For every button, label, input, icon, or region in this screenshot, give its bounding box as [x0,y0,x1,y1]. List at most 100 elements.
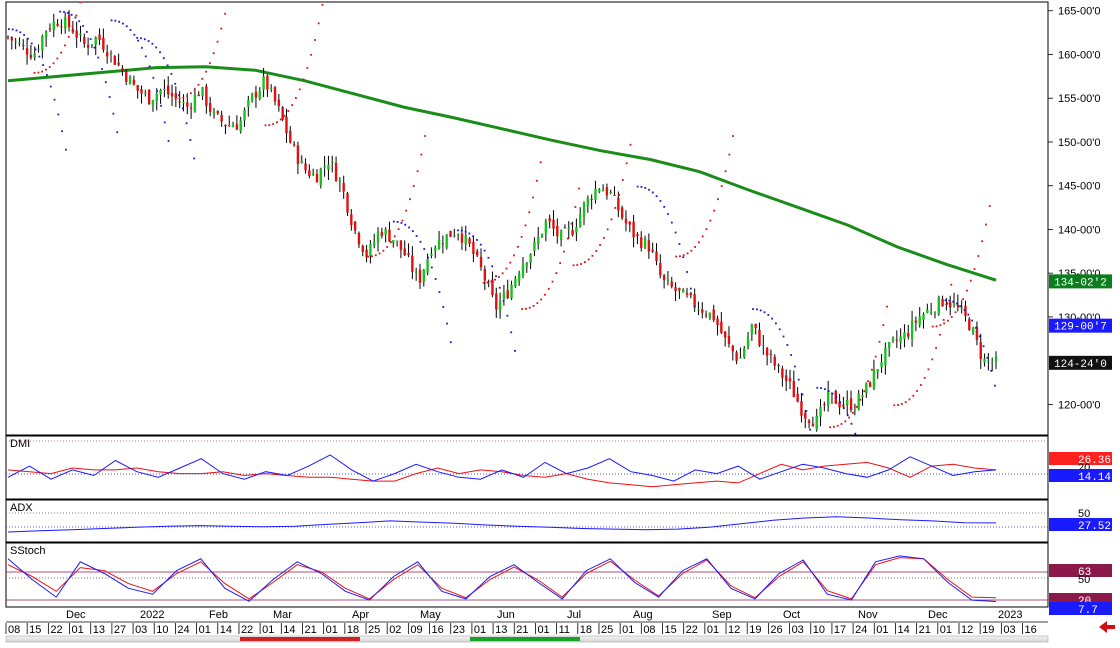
psar-dot-above [89,38,92,40]
price-bar-body [773,356,776,366]
psar-dot-below [728,153,731,156]
psar-dot-below [525,307,527,310]
psar-dot-below [298,88,301,91]
price-bar-body [323,166,326,168]
price-bar-body [674,287,677,292]
psar-dot-below [317,22,320,25]
psar-dot-above [97,56,100,59]
psar-dot-above [752,308,755,310]
psar-dot-below [935,325,938,328]
price-tags: 134-02'2 129-00'7 124-24'0 [1049,274,1112,371]
psar-dot-below [412,185,415,187]
psar-dot-above [15,29,18,32]
price-bar-body [514,278,517,287]
psar-dot-below [587,258,590,261]
psar-dot-above [151,42,154,45]
adx-line [7,516,997,533]
main-price-panel[interactable] [5,0,1049,510]
price-bar-body [498,301,502,311]
dmi-panel[interactable]: DMI [5,435,1049,500]
price-bar-body [151,100,155,106]
psar-dot-below [197,83,200,86]
psar-dot-above [827,390,830,392]
psar-dot-above [514,349,516,352]
psar-dot-above [144,55,147,58]
psar-dot-above [53,98,56,101]
price-bar-body [575,226,578,233]
psar-dot-above [442,306,445,308]
psar-dot-below [904,401,907,404]
price-bar-body [453,235,456,237]
psar-dot-below [958,305,961,308]
price-bar-body [681,289,685,293]
psar-dot-below [524,224,527,227]
psar-dot-below [505,267,508,270]
month-labels: Dec 2022 Feb Mar Apr May Jun Jul Aug Sep Oct Nov Dec… [66,609,1022,621]
psar-dot-below [314,39,316,41]
psar-dot-above [449,341,452,344]
day-label: 01 [537,624,549,636]
day-label: 03 [792,624,804,636]
price-bar-body [22,44,25,46]
price-bar-body [838,401,841,408]
psar-dot-below [954,311,957,314]
price-bar-body [941,298,944,307]
psar-dot-above [63,11,65,13]
parabolic-sar-layer [8,1,996,510]
price-bar-body [579,214,582,227]
price-tick-label: 155-00'0 [1058,93,1100,105]
price-bar-body [983,358,986,363]
price-bar-body [399,240,403,250]
psar-dot-below [547,287,550,290]
psar-dot-below [717,198,719,201]
price-bar-body [907,333,910,337]
slow-stochastic-panel[interactable]: SStoch [5,542,1049,608]
psar-dot-above [411,230,414,233]
price-bar-body [105,52,109,57]
day-label: 21 [516,624,528,636]
psar-dot-above [19,31,22,34]
psar-dot-below [946,302,949,305]
price-bar-body [14,40,17,42]
psar-dot-below [190,92,192,95]
price-bar-body [655,251,658,261]
psar-dot-below [494,278,496,281]
price-bar-body [945,303,948,305]
price-bar-body [525,262,528,267]
psar-dot-above [487,256,490,259]
psar-dot-below [923,376,926,379]
adx-panel[interactable]: ADX [5,499,1049,543]
psar-dot-below [386,246,389,248]
price-bar-body [853,409,857,411]
price-bar-body [636,234,639,237]
psar-dot-above [659,200,662,202]
price-bar-body [426,259,429,273]
psar-dot-below [886,305,888,308]
day-label: 13 [495,624,507,636]
price-bar-body [701,309,704,313]
price-bar-body [281,106,284,120]
psar-dot-below [520,235,523,238]
price-bar-body [331,161,334,163]
price-bar-body [540,234,544,237]
price-bar-body [544,220,548,234]
psar-dot-above [790,354,793,356]
price-bar-body [968,318,971,331]
month-label: Dec [66,609,86,621]
psar-dot-above [101,68,103,70]
price-bar-body [319,168,323,186]
psar-dot-above [438,291,441,294]
stoch-tag-box [1049,602,1112,615]
price-bar-body [659,263,662,276]
scroll-right-arrow-icon[interactable] [1099,621,1115,633]
price-bar-body [720,321,723,333]
psar-dot-above [689,287,692,290]
psar-dot-below [580,263,582,265]
psar-dot-below [371,255,373,258]
psar-dot-below [424,135,427,137]
price-tag-box [1049,274,1112,289]
price-bar-body [208,103,212,113]
psar-dot-above [820,387,822,390]
price-bar-body [98,34,101,40]
